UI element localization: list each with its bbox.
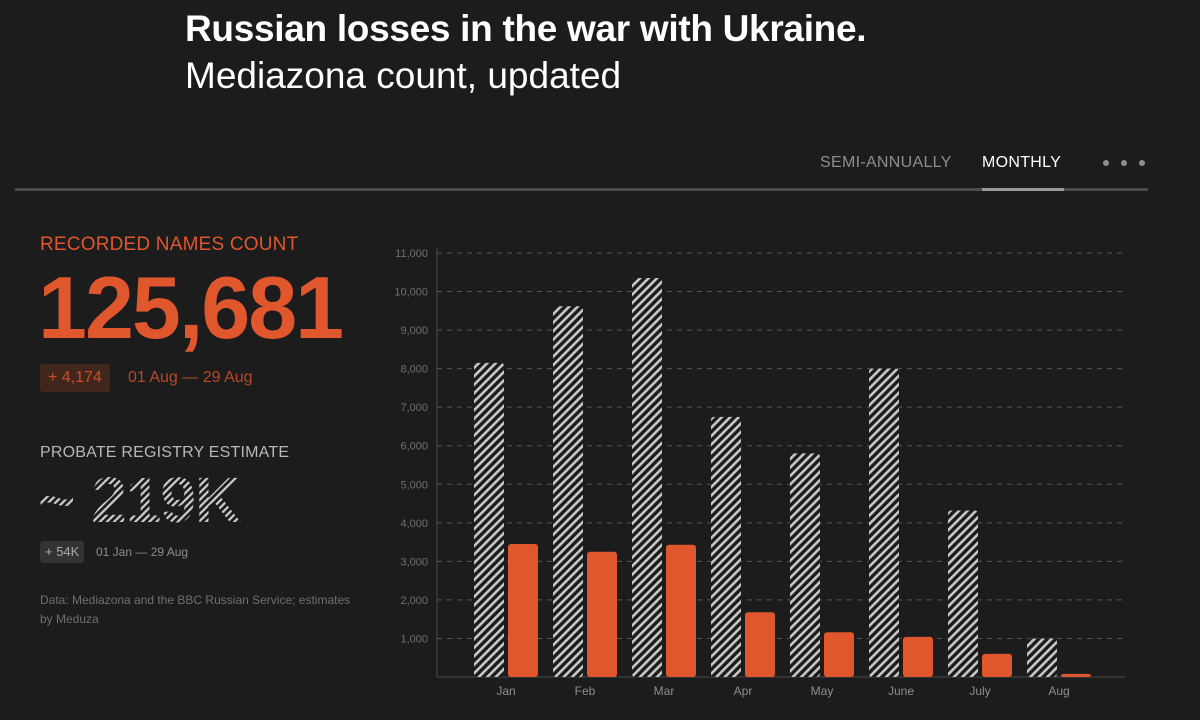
hatched-bar (711, 416, 741, 677)
hatched-bar (474, 362, 504, 677)
y-tick-label: 6,000 (400, 441, 428, 453)
tab-semi-annually[interactable]: SEMI-ANNUALLY (820, 154, 952, 171)
x-tick-label: Mar (654, 684, 675, 698)
hatched-bar (790, 453, 820, 677)
x-tick-label: May (811, 684, 834, 698)
recorded-delta-range: 01 Aug — 29 Aug (128, 369, 253, 386)
hatched-bar (632, 278, 662, 677)
solid-bar (982, 653, 1012, 677)
x-tick-label: July (969, 684, 990, 698)
recorded-delta-badge: + 4,174 (40, 364, 110, 392)
solid-bar (824, 632, 854, 677)
solid-bar (666, 544, 696, 677)
y-tick-label: 11,000 (395, 248, 428, 260)
hatched-bar (553, 306, 583, 677)
solid-bar (587, 551, 617, 677)
y-tick-label: 8,000 (400, 364, 428, 376)
chart-subtitle: Mediazona count, updated (185, 55, 622, 96)
solid-bar (903, 636, 933, 677)
grid-layer (436, 248, 1125, 678)
y-tick-label: 5,000 (400, 479, 428, 491)
source-note: Data: Mediazona and the BBC Russian Serv… (40, 593, 351, 626)
chart-title: Russian losses in the war with Ukraine. (185, 8, 867, 49)
solid-bar (508, 544, 538, 677)
solid-bar (745, 612, 775, 677)
recorded-names-label: RECORDED NAMES COUNT (40, 234, 299, 255)
more-dots-icon[interactable] (1099, 150, 1149, 174)
active-tab-indicator (982, 188, 1064, 191)
dot (1139, 160, 1145, 166)
recorded-names-value: 125,681 (38, 258, 344, 357)
y-tick-label: 1,000 (400, 633, 428, 645)
probate-delta-badge: + 54K (40, 541, 85, 563)
dot (1121, 160, 1127, 166)
x-tick-label: Feb (575, 684, 596, 698)
probate-estimate-value: ~ 219K (38, 464, 242, 536)
y-tick-label: 2,000 (400, 595, 428, 607)
label-layer: 1,000 2,000 3,000 4,000 5,000 6,000 7,000 8,000… (394, 248, 1069, 698)
probate-delta-range: 01 Jan — 29 Aug (96, 545, 189, 559)
hatched-bar (869, 368, 899, 677)
hatched-bar (948, 510, 978, 677)
x-tick-label: Apr (734, 684, 753, 698)
dot (1103, 160, 1109, 166)
y-tick-label: 9,000 (400, 325, 428, 337)
tab-monthly[interactable]: MONTHLY (982, 154, 1062, 171)
x-tick-label: June (888, 684, 914, 698)
probate-estimate-text: ~ 219K (38, 464, 241, 536)
x-tick-label: Aug (1048, 684, 1069, 698)
bar-layer (474, 278, 1091, 677)
y-tick-label: 7,000 (400, 402, 428, 414)
y-tick-label: 10,000 (394, 287, 428, 299)
solid-bar (1061, 673, 1091, 677)
probate-estimate-label: PROBATE REGISTRY ESTIMATE (40, 444, 290, 461)
tabs-divider (15, 188, 1148, 191)
hatched-bar (1027, 638, 1057, 677)
y-tick-label: 3,000 (400, 556, 428, 568)
y-tick-label: 4,000 (400, 518, 428, 530)
x-tick-label: Jan (496, 684, 515, 698)
